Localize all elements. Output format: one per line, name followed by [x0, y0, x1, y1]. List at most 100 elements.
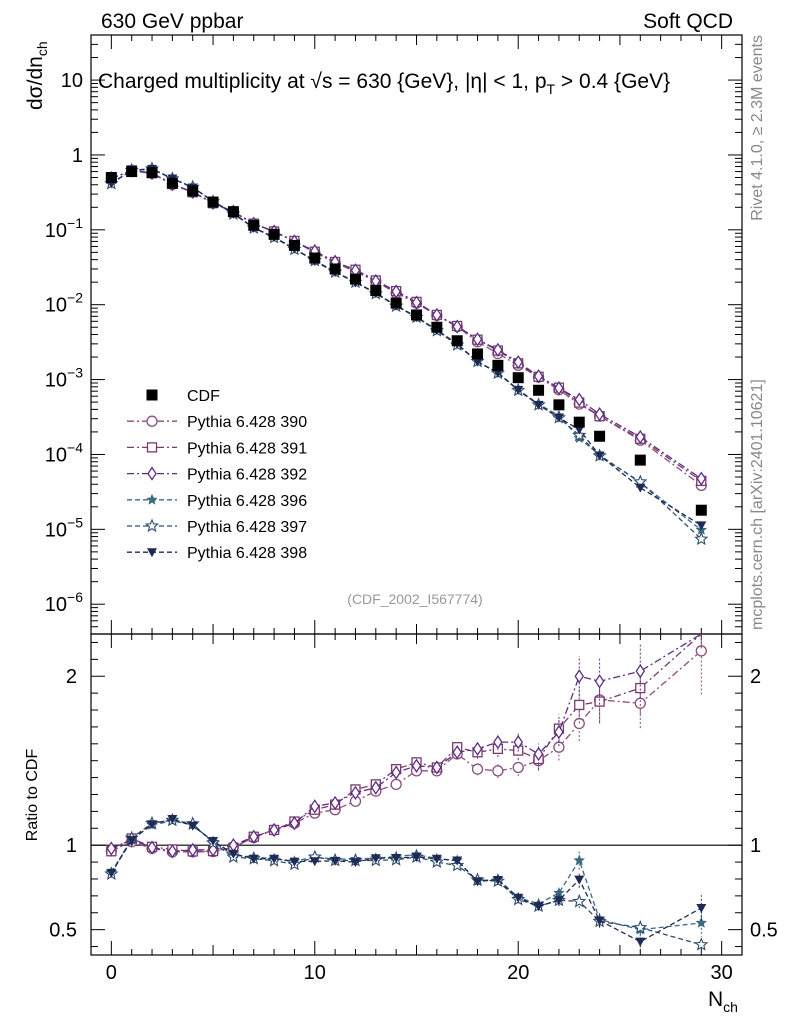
ratio-data-point	[635, 682, 646, 694]
ratio-data-point	[554, 724, 564, 740]
main-series-group	[104, 161, 709, 546]
header-right-label: Soft QCD	[643, 10, 733, 33]
ratio-y-tick-label: 2	[66, 666, 77, 688]
ratio-data-point	[248, 829, 259, 844]
ratio-data-point	[574, 875, 585, 885]
y-tick-label: 1	[72, 145, 83, 167]
cdf-data-point	[594, 430, 606, 442]
ratio-data-point	[572, 893, 587, 908]
ratio-ylabel: Ratio to CDF	[24, 749, 41, 842]
ratio-data-point	[635, 663, 646, 679]
cdf-data-point	[105, 171, 117, 183]
main-data-point	[572, 427, 587, 442]
ratio-data-point	[330, 856, 341, 866]
ratio-data-point	[371, 780, 381, 795]
cdf-data-point	[411, 309, 422, 321]
ratio-data-point	[553, 896, 564, 906]
cdf-data-point	[634, 454, 646, 466]
ratio-data-point	[634, 697, 646, 709]
main-data-point	[533, 400, 544, 410]
main-data-point	[594, 407, 605, 422]
main-data-point	[391, 284, 401, 299]
ratio-data-point	[533, 902, 544, 912]
main-series-line	[111, 170, 702, 486]
ratio-data-point	[269, 822, 279, 838]
ratio-data-point	[289, 816, 300, 831]
main-data-point	[432, 307, 442, 323]
x-tick-label: 30	[711, 962, 733, 984]
legend-marker	[147, 548, 157, 558]
ratio-data-point	[694, 937, 709, 951]
legend-label: Pythia 6.428 390	[187, 414, 307, 431]
main-data-point	[492, 368, 503, 378]
legend-label: Pythia 6.428 398	[187, 545, 307, 562]
ratio-data-point	[411, 853, 422, 863]
ratio-data-point	[126, 836, 137, 846]
main-series-2	[106, 165, 707, 487]
main-data-point	[635, 483, 646, 493]
cdf-data-point	[146, 167, 158, 179]
legend-item-4: Pythia 6.428 396	[127, 493, 307, 510]
ratio-data-point	[452, 745, 462, 760]
cdf-data-point	[227, 206, 239, 218]
legend-marker	[146, 389, 158, 401]
legend-label: CDF	[187, 388, 220, 405]
main-axis-ticks: 10−6 10−5 10−4 10−3 10−2 10−1 1 10 0 10 20 30	[45, 34, 743, 984]
ratio-data-point	[310, 799, 320, 814]
cdf-data-point	[207, 196, 219, 208]
cdf-data-point	[533, 384, 545, 396]
legend-item-6: Pythia 6.428 398	[127, 545, 307, 562]
ratio-data-point	[452, 856, 463, 866]
cdf-data-point	[349, 273, 361, 285]
ratio-data-point	[472, 741, 483, 757]
cdf-data-series	[105, 166, 707, 516]
cdf-data-point	[573, 416, 585, 428]
cdf-data-point	[309, 252, 321, 264]
ratio-y-tick-label: 0.5	[49, 920, 77, 942]
ratio-panel-frame	[90, 633, 743, 956]
header-left-label: 630 GeV ppbar	[101, 10, 243, 33]
y-tick-label: 10−5	[45, 514, 83, 541]
cdf-data-point	[431, 321, 443, 333]
main-series-3	[106, 163, 707, 486]
cdf-data-point	[248, 219, 260, 231]
main-data-point	[452, 319, 462, 334]
legend-marker	[146, 415, 158, 427]
cdf-data-point	[288, 239, 300, 251]
ratio-data-point	[695, 916, 707, 928]
cdf-data-point	[451, 335, 463, 347]
ratio-y-tick-label-right: 2	[750, 666, 761, 688]
y-tick-label: 10−6	[45, 589, 83, 616]
ratio-data-point	[573, 717, 585, 730]
ratio-data-point	[633, 920, 648, 934]
ratio-data-point	[350, 858, 361, 868]
legend-item-2: Pythia 6.428 391	[127, 440, 307, 457]
main-data-point	[694, 531, 709, 546]
ratio-series-line	[110, 819, 702, 946]
cdf-data-point	[390, 297, 402, 309]
main-data-point	[493, 342, 503, 358]
main-data-point	[472, 357, 483, 367]
ratio-data-point	[370, 854, 381, 864]
ratio-data-point	[228, 849, 239, 859]
ratio-series-group	[104, 633, 709, 954]
ratio-series-line	[110, 820, 702, 931]
main-data-point	[553, 413, 564, 423]
ratio-data-point	[513, 893, 524, 903]
ratio-data-point	[594, 674, 605, 689]
cdf-data-point	[126, 166, 138, 178]
ratio-data-point	[573, 854, 585, 866]
side-label-top: Rivet 4.1.0, ≥ 2.3M events	[749, 35, 766, 221]
ratio-data-point	[471, 763, 484, 775]
watermark: (CDF_2002_I567774)	[347, 591, 482, 607]
main-series-line	[111, 169, 702, 482]
ratio-data-point	[513, 734, 523, 750]
main-data-point	[696, 521, 707, 531]
ratio-data-point	[248, 854, 259, 864]
main-data-point	[513, 385, 524, 395]
ratio-data-point	[167, 814, 178, 824]
ratio-series-6	[106, 814, 707, 948]
legend-item-3: Pythia 6.428 392	[127, 466, 307, 484]
ratio-data-point	[492, 765, 504, 777]
